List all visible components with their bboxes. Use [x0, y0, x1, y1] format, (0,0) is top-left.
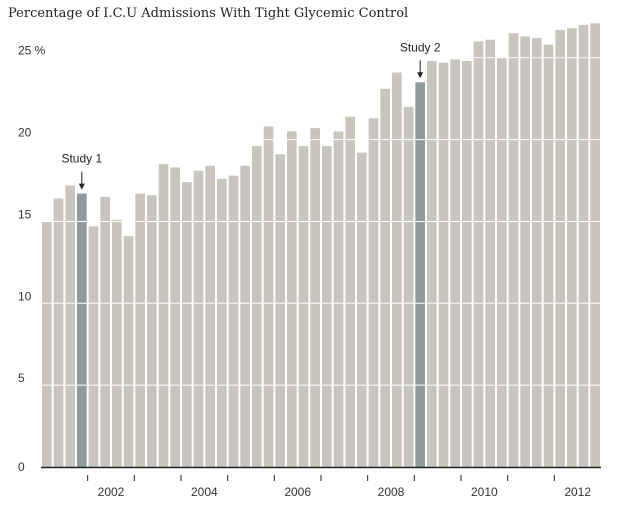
bar	[53, 198, 64, 467]
bar	[217, 178, 227, 467]
y-tick-label: 10	[18, 289, 32, 303]
annotations: Study 1 Study 2	[61, 40, 441, 190]
bar	[287, 131, 297, 467]
bar	[333, 131, 344, 467]
annotation-arrowhead	[78, 183, 85, 190]
y-axis: 0 5 10 15 20 25 %	[18, 44, 46, 474]
highlighted-bar	[77, 193, 87, 468]
x-tick-label: 2010	[471, 485, 498, 499]
y-tick-label: 20	[18, 126, 32, 140]
bar	[357, 152, 367, 467]
chart-title: Percentage of I.C.U Admissions With Tigh…	[8, 6, 409, 21]
annotation-arrowhead	[417, 72, 424, 79]
bar	[462, 61, 472, 467]
gridlines	[41, 57, 601, 386]
y-tick-label: 0	[18, 460, 25, 474]
bar	[252, 146, 262, 467]
bar	[403, 106, 414, 467]
bar	[473, 41, 484, 468]
bar	[345, 116, 355, 468]
y-tick-label: 5	[18, 371, 25, 385]
bar	[567, 28, 577, 468]
bar	[100, 196, 110, 467]
x-tick-label: 2012	[564, 485, 591, 499]
bar	[42, 221, 52, 467]
bar	[123, 236, 134, 467]
highlighted-bar	[415, 82, 425, 468]
bar	[322, 146, 332, 467]
bar	[578, 25, 589, 467]
annotation-label: Study 1	[61, 152, 102, 166]
bar	[170, 167, 180, 468]
bar	[485, 39, 495, 467]
bar	[590, 23, 600, 468]
bar	[65, 185, 75, 467]
bar	[240, 165, 250, 468]
x-axis: 2002 2004 2006 2008 2010 2012	[41, 466, 601, 499]
y-tick-label: 15	[18, 207, 32, 221]
bar	[205, 165, 215, 468]
bar	[298, 146, 309, 467]
bars-group	[42, 23, 600, 468]
bar	[368, 118, 379, 467]
bar	[450, 59, 460, 467]
bar	[158, 164, 169, 467]
bar	[310, 128, 320, 467]
bar	[275, 154, 285, 467]
bar	[147, 195, 157, 467]
bar	[438, 62, 449, 468]
bar	[427, 61, 437, 467]
bar	[392, 72, 402, 467]
bar	[497, 57, 507, 468]
bar	[380, 88, 390, 467]
x-tick-label: 2002	[98, 485, 125, 499]
bar	[263, 126, 274, 467]
bar	[508, 33, 519, 467]
bar	[520, 36, 530, 468]
bar	[182, 182, 192, 467]
annotation-label: Study 2	[400, 40, 441, 54]
bar	[193, 170, 204, 467]
bar	[555, 29, 565, 467]
bar	[228, 175, 239, 468]
y-tick-label: 25 %	[18, 44, 46, 58]
x-tick-label: 2008	[378, 485, 405, 499]
bar	[532, 38, 542, 467]
bar	[135, 193, 145, 468]
bar	[112, 219, 122, 467]
x-tick-label: 2006	[284, 485, 311, 499]
bar	[88, 226, 99, 467]
x-tick-label: 2004	[191, 485, 218, 499]
bar	[543, 44, 554, 467]
